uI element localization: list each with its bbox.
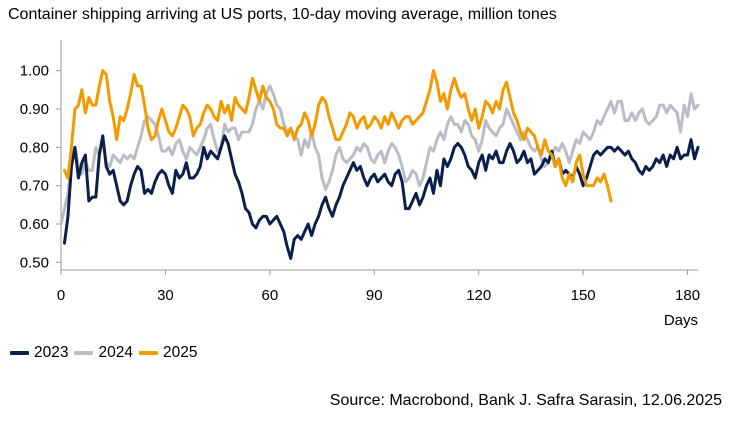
x-tick-label: 120 [466, 287, 491, 304]
x-axis-label: Days [664, 312, 698, 329]
y-tick-label: 1.00 [20, 63, 49, 80]
y-tick-label: 0.60 [20, 216, 49, 233]
legend-label-2023: 2023 [34, 344, 69, 361]
x-tick-label: 60 [262, 287, 279, 304]
x-tick-label: 150 [571, 287, 596, 304]
y-tick-label: 0.70 [20, 178, 49, 195]
legend-swatch-2025 [138, 351, 158, 355]
legend-swatch-2024 [74, 351, 94, 355]
chart-title: Container shipping arriving at US ports,… [8, 6, 557, 23]
axes [56, 40, 698, 275]
tick-labels: 0.50 0.60 0.70 0.80 0.90 1.00 0 30 60 90 120 150 180… [20, 63, 700, 329]
x-tick-label: 90 [366, 287, 383, 304]
y-tick-label: 0.50 [20, 254, 49, 271]
x-tick-label: 0 [57, 287, 65, 304]
legend-item-2024: 2024 [74, 344, 133, 362]
y-tick-label: 0.80 [20, 139, 49, 156]
y-tick-label: 0.90 [20, 101, 49, 118]
series-line-2023 [62, 134, 700, 260]
x-tick-label: 180 [675, 287, 700, 304]
legend: 2023 2024 2025 [10, 344, 203, 362]
source-note: Source: Macrobond, Bank J. Safra Sarasin… [329, 392, 722, 409]
series-lines [59, 69, 700, 260]
series-line-2024 [59, 84, 700, 226]
legend-swatch-2023 [10, 351, 29, 355]
series-line-2025 [62, 69, 613, 203]
legend-item-2023: 2023 [10, 344, 68, 362]
legend-item-2025: 2025 [138, 344, 198, 362]
x-tick-label: 30 [157, 287, 174, 304]
legend-label-2025: 2025 [162, 344, 198, 361]
legend-label-2024: 2024 [98, 344, 133, 361]
